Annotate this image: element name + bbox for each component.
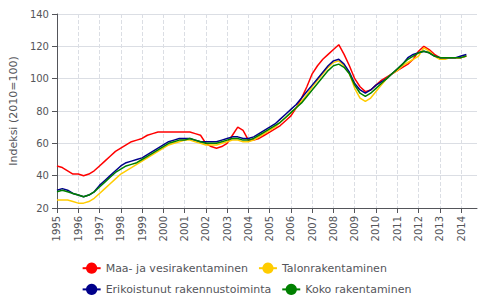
- svg-text:2010: 2010: [370, 216, 381, 241]
- svg-text:2002: 2002: [200, 216, 211, 241]
- svg-text:100: 100: [30, 73, 49, 84]
- svg-text:2001: 2001: [179, 216, 190, 241]
- svg-text:2007: 2007: [307, 216, 318, 241]
- svg-text:Indeksi (2010=100): Indeksi (2010=100): [7, 56, 20, 165]
- svg-text:Talonrakentaminen: Talonrakentaminen: [281, 262, 387, 275]
- svg-text:Koko rakentaminen: Koko rakentaminen: [305, 283, 411, 296]
- svg-text:Erikoistunut rakennustoiminta: Erikoistunut rakennustoiminta: [106, 283, 272, 296]
- svg-text:2011: 2011: [392, 216, 403, 241]
- svg-text:1996: 1996: [73, 216, 84, 241]
- svg-text:2006: 2006: [285, 216, 296, 241]
- svg-text:2014: 2014: [456, 216, 467, 241]
- svg-text:1998: 1998: [115, 216, 126, 241]
- svg-text:Maa- ja vesirakentaminen: Maa- ja vesirakentaminen: [106, 262, 248, 275]
- svg-text:1995: 1995: [51, 216, 62, 241]
- svg-text:1999: 1999: [137, 216, 148, 241]
- svg-text:2004: 2004: [243, 216, 254, 241]
- svg-text:120: 120: [30, 41, 49, 52]
- svg-text:20: 20: [36, 203, 49, 214]
- svg-text:80: 80: [36, 106, 49, 117]
- svg-text:40: 40: [36, 170, 49, 181]
- svg-text:140: 140: [30, 9, 49, 20]
- svg-text:2005: 2005: [264, 216, 275, 241]
- svg-text:2009: 2009: [349, 216, 360, 241]
- svg-text:60: 60: [36, 138, 49, 149]
- svg-text:1997: 1997: [94, 216, 105, 241]
- svg-text:2013: 2013: [434, 216, 445, 241]
- svg-text:2000: 2000: [158, 216, 169, 241]
- svg-text:2003: 2003: [222, 216, 233, 241]
- svg-text:2008: 2008: [328, 216, 339, 241]
- svg-text:2012: 2012: [413, 216, 424, 241]
